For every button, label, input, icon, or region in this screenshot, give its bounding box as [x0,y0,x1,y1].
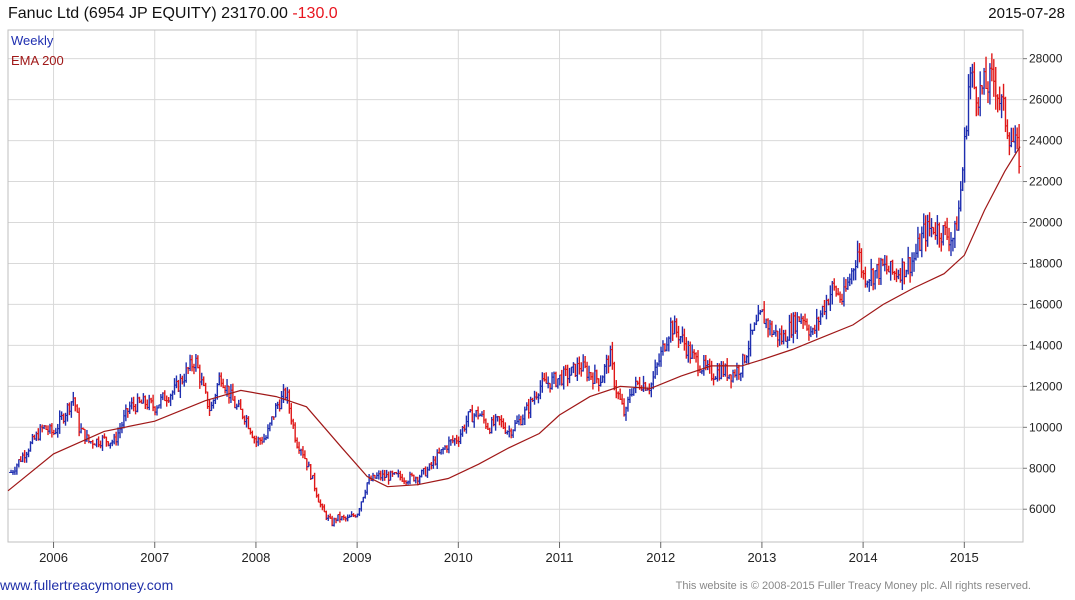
x-tick-label: 2013 [747,550,776,565]
x-tick-label: 2006 [39,550,68,565]
x-tick-label: 2012 [646,550,675,565]
y-tick-label: 18000 [1029,256,1063,270]
y-tick-label: 6000 [1029,502,1056,516]
legend-ema: EMA 200 [11,53,64,68]
plot-frame [7,29,1024,543]
y-tick-label: 28000 [1029,52,1063,66]
grid-lines [8,30,1023,542]
price-change: -130.0 [292,5,338,22]
x-tick-label: 2010 [444,550,473,565]
title-text: Fanuc Ltd (6954 JP EQUITY) 23170.00 [8,5,288,22]
y-tick-label: 20000 [1029,216,1063,230]
y-axis-ticks: 6000 8000 10000 12000 14000 16000 18000 20000 22… [1023,52,1063,516]
x-axis-ticks: 2006 2007 2008 2009 2010 2011 2012 2013 2014 2015 [39,542,979,565]
x-tick-label: 2011 [546,550,574,565]
x-tick-label: 2008 [241,550,270,565]
x-tick-label: 2014 [849,550,878,565]
y-tick-label: 22000 [1029,175,1063,189]
y-tick-label: 24000 [1029,134,1063,148]
chart-title: Fanuc Ltd (6954 JP EQUITY) 23170.00 -130… [8,5,338,23]
copyright-notice: This website is © 2008-2015 Fuller Treac… [675,580,1031,592]
y-tick-label: 12000 [1029,379,1063,393]
legend-weekly: Weekly [11,33,54,48]
x-tick-label: 2015 [950,550,979,565]
ema-200-line [7,146,1021,492]
y-tick-label: 14000 [1029,338,1063,352]
y-tick-label: 26000 [1029,93,1063,107]
y-tick-label: 10000 [1029,420,1063,434]
x-tick-label: 2009 [343,550,372,565]
weekly-bars [9,53,1022,527]
y-tick-label: 8000 [1029,461,1056,475]
y-tick-label: 16000 [1029,297,1063,311]
chart-date: 2015-07-28 [988,5,1065,22]
x-tick-label: 2007 [140,550,169,565]
website-link[interactable]: www.fullertreacymoney.com [0,577,174,593]
